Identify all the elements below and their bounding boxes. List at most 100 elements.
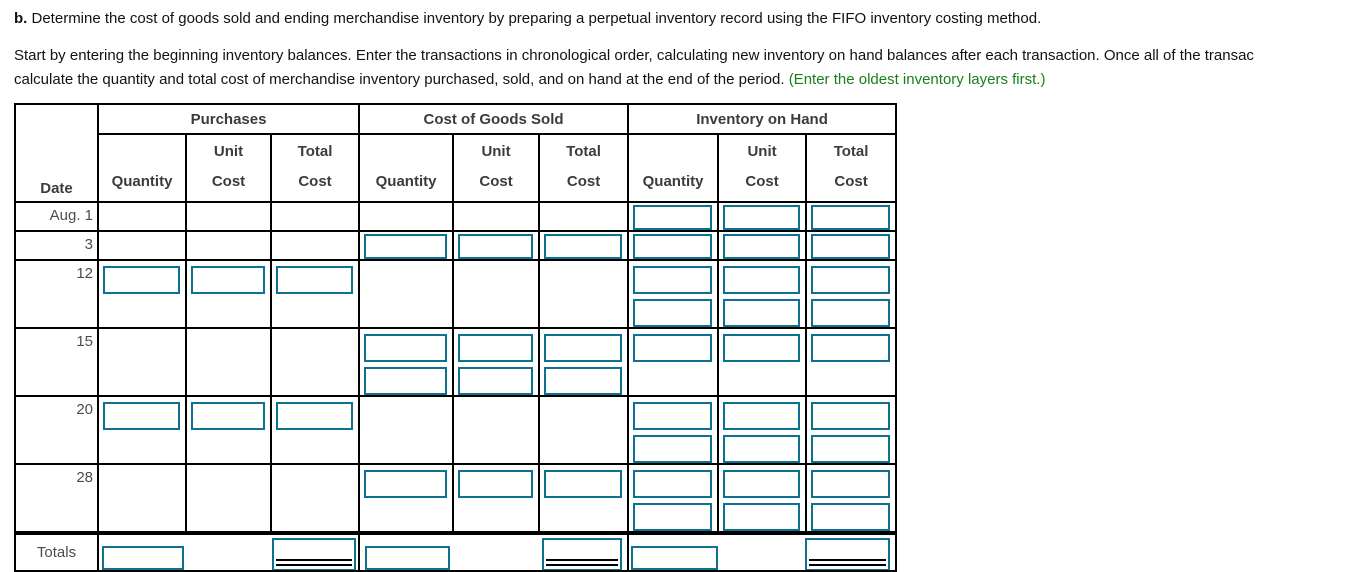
unit-cost-line2: Cost <box>211 173 246 190</box>
column-header-inventory-total-cost: Total Cost <box>805 133 898 203</box>
cell-aug12-purchases-unit-cost <box>185 259 272 329</box>
empty-cell <box>452 395 541 465</box>
cell-aug28-cogs-unit-cost <box>452 463 541 534</box>
row-aug-12: 12 <box>14 259 898 329</box>
total-cost-line2: Cost <box>834 173 868 190</box>
input-aug20-purchases-total-cost[interactable] <box>276 402 354 430</box>
cell-aug3-inventory-total-cost <box>805 230 898 261</box>
cell-aug1-inventory-unit-cost <box>717 201 808 232</box>
cell-aug28-cogs-quantity <box>358 463 455 534</box>
input-aug20-inventory-total-cost-layer1[interactable] <box>811 402 891 430</box>
double-rule <box>809 559 887 566</box>
input-totals-cogs-quantity[interactable] <box>365 546 451 569</box>
input-aug12-inventory-quantity-layer1[interactable] <box>633 266 713 294</box>
cell-aug20-purchases-total-cost <box>269 395 361 465</box>
input-aug28-inventory-unit-cost-layer1[interactable] <box>723 470 801 498</box>
input-aug28-inventory-quantity-layer2[interactable] <box>633 503 713 531</box>
column-group-purchases: Purchases <box>96 103 361 135</box>
column-group-inventory-on-hand: Inventory on Hand <box>627 103 898 135</box>
column-header-purchases-unit-cost: Unit Cost <box>185 133 272 203</box>
date-cell: 12 <box>14 259 99 329</box>
instruction-step-note-green: (Enter the oldest inventory layers first… <box>788 71 1046 88</box>
cell-aug20-purchases-unit-cost <box>185 395 272 465</box>
header-sub-row: Quantity Unit Cost Total Cost Quantity U… <box>15 133 898 203</box>
cell-aug3-cogs-unit-cost <box>452 230 541 261</box>
input-aug3-inventory-unit-cost[interactable] <box>723 234 801 258</box>
input-aug20-inventory-total-cost-layer2[interactable] <box>811 435 891 462</box>
input-aug15-inventory-total-cost[interactable] <box>811 334 891 362</box>
input-aug12-inventory-unit-cost-layer2[interactable] <box>723 299 801 326</box>
input-aug3-inventory-total-cost[interactable] <box>811 234 891 258</box>
input-totals-purchases-quantity[interactable] <box>102 546 184 569</box>
input-aug28-inventory-total-cost-layer1[interactable] <box>811 470 891 498</box>
input-aug3-inventory-quantity[interactable] <box>633 234 713 258</box>
input-aug12-inventory-unit-cost-layer1[interactable] <box>723 266 801 294</box>
column-group-cost-of-goods-sold: Cost of Goods Sold <box>358 103 630 135</box>
cell-aug3-inventory-quantity <box>627 230 720 261</box>
instruction-step-line2-text: calculate the quantity and total cost of… <box>14 71 789 88</box>
input-aug12-inventory-quantity-layer2[interactable] <box>633 299 713 326</box>
input-aug28-cogs-total-cost[interactable] <box>544 470 623 498</box>
input-aug1-inventory-unit-cost[interactable] <box>723 205 801 229</box>
input-aug20-inventory-quantity-layer1[interactable] <box>633 402 713 430</box>
input-aug28-cogs-unit-cost[interactable] <box>458 470 534 498</box>
input-aug20-inventory-unit-cost-layer1[interactable] <box>723 402 801 430</box>
total-cost-line1: Total <box>833 143 869 160</box>
input-totals-cogs-total-cost[interactable] <box>542 538 623 569</box>
input-totals-inventory-quantity[interactable] <box>631 546 719 569</box>
column-header-cogs-quantity: Quantity <box>358 133 455 203</box>
input-aug20-purchases-quantity[interactable] <box>103 402 180 430</box>
input-aug3-cogs-unit-cost[interactable] <box>458 234 534 258</box>
input-aug15-cogs-total-cost-layer2[interactable] <box>544 367 623 394</box>
empty-cell <box>358 201 455 232</box>
input-aug15-cogs-unit-cost-layer2[interactable] <box>458 367 534 394</box>
cell-aug28-inventory-unit-cost <box>717 463 808 534</box>
cell-aug15-cogs-unit-cost <box>452 327 541 397</box>
input-totals-purchases-total-cost[interactable] <box>272 538 357 569</box>
empty-cell <box>452 259 541 329</box>
column-header-cogs-total-cost: Total Cost <box>538 133 630 203</box>
input-aug28-inventory-unit-cost-layer2[interactable] <box>723 503 801 531</box>
input-aug20-purchases-unit-cost[interactable] <box>191 402 265 430</box>
cell-aug3-cogs-quantity <box>358 230 455 261</box>
double-rule <box>276 559 353 566</box>
input-aug20-inventory-quantity-layer2[interactable] <box>633 435 713 462</box>
input-aug1-inventory-quantity[interactable] <box>633 205 713 229</box>
empty-cell <box>185 327 272 397</box>
input-aug28-cogs-quantity[interactable] <box>364 470 448 498</box>
input-aug12-inventory-total-cost-layer2[interactable] <box>811 299 891 326</box>
total-cost-line2: Cost <box>298 173 332 190</box>
input-aug28-inventory-total-cost-layer2[interactable] <box>811 503 891 531</box>
empty-cell <box>269 327 361 397</box>
input-aug1-inventory-total-cost[interactable] <box>811 205 891 229</box>
input-aug12-inventory-total-cost-layer1[interactable] <box>811 266 891 294</box>
input-aug28-inventory-quantity-layer1[interactable] <box>633 470 713 498</box>
input-aug12-purchases-quantity[interactable] <box>103 266 180 294</box>
column-header-purchases-quantity: Quantity <box>97 133 187 203</box>
empty-cell <box>358 395 455 465</box>
instruction-step-line2: calculate the quantity and total cost of… <box>14 68 1355 92</box>
input-aug3-cogs-total-cost[interactable] <box>544 234 623 258</box>
column-header-date: Date <box>14 103 99 203</box>
instruction-intro-prefix: b. <box>14 10 28 27</box>
input-aug15-cogs-unit-cost-layer1[interactable] <box>458 334 534 362</box>
cell-aug15-cogs-total-cost <box>538 327 630 397</box>
row-aug-28: 28 <box>14 463 898 534</box>
row-aug-20: 20 <box>14 395 898 465</box>
input-aug12-purchases-unit-cost[interactable] <box>191 266 265 294</box>
empty-cell <box>538 395 630 465</box>
input-aug12-purchases-total-cost[interactable] <box>276 266 354 294</box>
input-aug20-inventory-unit-cost-layer2[interactable] <box>723 435 801 462</box>
perpetual-inventory-table: Date Purchases Cost of Goods Sold Invent… <box>14 103 898 572</box>
column-header-inventory-unit-cost: Unit Cost <box>717 133 808 203</box>
instruction-steps: Start by entering the beginning inventor… <box>14 44 1355 92</box>
date-cell: 15 <box>14 327 99 397</box>
input-aug3-cogs-quantity[interactable] <box>364 234 448 258</box>
input-totals-inventory-total-cost[interactable] <box>805 538 891 569</box>
input-aug15-cogs-total-cost-layer1[interactable] <box>544 334 623 362</box>
input-aug15-cogs-quantity-layer1[interactable] <box>364 334 448 362</box>
input-aug15-cogs-quantity-layer2[interactable] <box>364 367 448 394</box>
input-aug15-inventory-unit-cost[interactable] <box>723 334 801 362</box>
input-aug15-inventory-quantity[interactable] <box>633 334 713 362</box>
